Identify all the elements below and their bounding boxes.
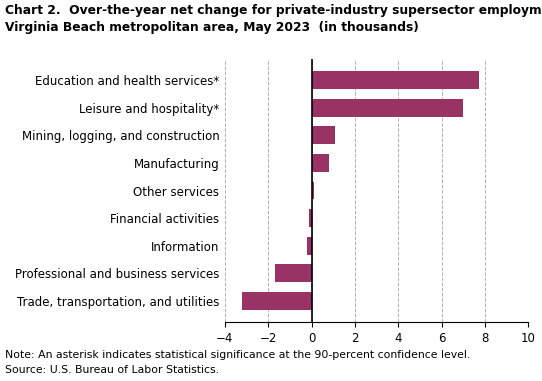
Bar [275, 264, 312, 282]
Bar [307, 237, 312, 255]
Bar [312, 181, 314, 200]
Bar [312, 99, 463, 117]
Bar [242, 292, 312, 310]
Bar [312, 126, 335, 144]
Text: Source: U.S. Bureau of Labor Statistics.: Source: U.S. Bureau of Labor Statistics. [5, 365, 220, 375]
Bar [309, 209, 312, 227]
Text: Chart 2.  Over-the-year net change for private-industry supersector employment i: Chart 2. Over-the-year net change for pr… [5, 4, 542, 34]
Bar [312, 154, 329, 172]
Bar [312, 71, 479, 89]
Text: Note: An asterisk indicates statistical significance at the 90-percent confidenc: Note: An asterisk indicates statistical … [5, 350, 470, 360]
